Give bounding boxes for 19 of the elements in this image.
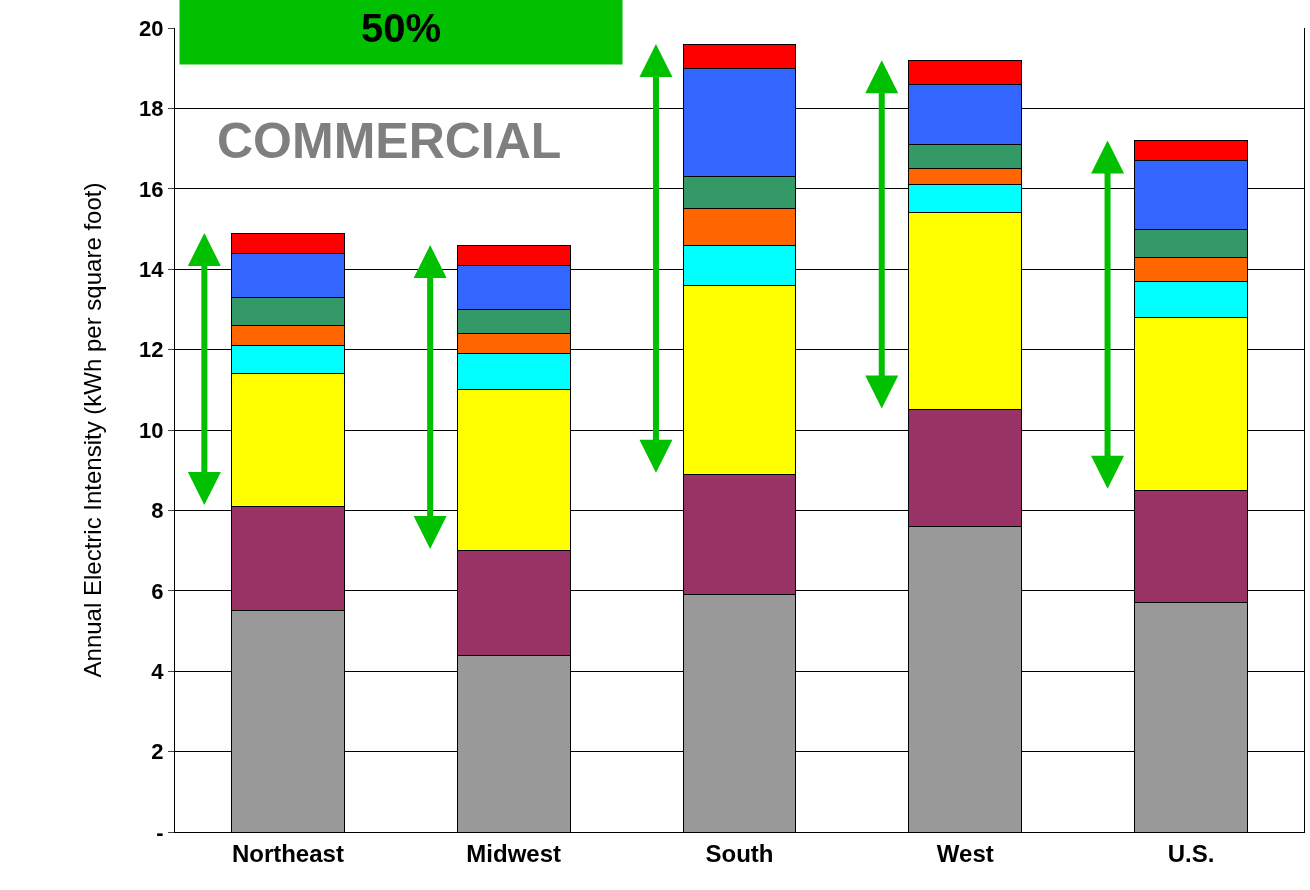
y-tick-label: 4 (151, 658, 165, 684)
annotation: COMMERCIAL (217, 113, 562, 169)
y-tick-label: 6 (151, 578, 164, 604)
x-tick-label: West (936, 839, 994, 867)
y-tick-label: 14 (139, 256, 165, 282)
y-tick-label: 10 (139, 417, 164, 443)
x-tick-label: U.S. (1167, 839, 1215, 867)
y-tick-label: 18 (139, 96, 164, 122)
y-tick-label: - (156, 819, 164, 845)
y-tick-label: 20 (139, 15, 164, 41)
annotation: 50% (360, 6, 442, 50)
y-tick-label: 2 (151, 739, 164, 765)
x-tick-label: South (705, 839, 774, 867)
x-tick-label: Midwest (466, 839, 562, 867)
x-tick-label: Northeast (231, 839, 344, 867)
y-axis-title: Annual Electric Intensity (kWh per square foot) (79, 182, 107, 678)
y-tick-label: 8 (151, 498, 164, 524)
y-tick-label: 12 (139, 337, 164, 363)
y-tick-label: 16 (139, 176, 164, 202)
